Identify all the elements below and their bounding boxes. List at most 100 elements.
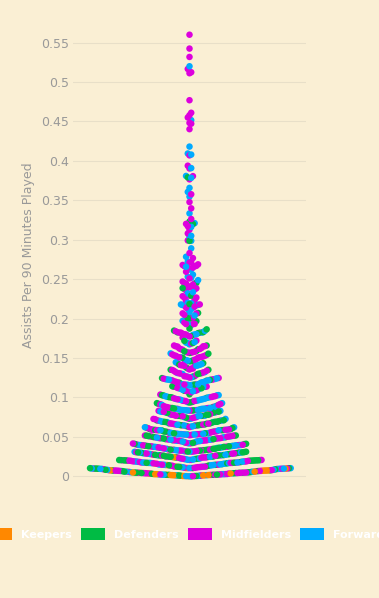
Point (199, 378, 205, 388)
Point (200, 471, 206, 480)
Point (121, 456, 127, 465)
Point (188, 471, 194, 481)
Point (193, 413, 199, 422)
Point (147, 441, 153, 451)
Point (181, 386, 187, 395)
Point (185, 430, 191, 440)
Point (190, 430, 196, 440)
Point (193, 336, 199, 346)
Point (188, 282, 194, 291)
Point (132, 447, 138, 457)
Point (186, 232, 193, 242)
Point (195, 353, 201, 362)
Point (193, 278, 199, 288)
Point (226, 441, 232, 451)
Point (169, 382, 175, 391)
Point (135, 440, 141, 450)
Point (185, 64, 191, 74)
Point (135, 468, 141, 477)
Point (246, 468, 252, 477)
Point (188, 115, 194, 125)
Point (161, 434, 167, 443)
Point (188, 388, 194, 397)
Point (186, 447, 193, 456)
Point (185, 471, 191, 481)
Point (258, 455, 265, 465)
Point (207, 375, 213, 385)
Point (149, 458, 155, 468)
Point (174, 462, 180, 472)
Point (207, 460, 213, 470)
Point (173, 382, 179, 392)
Point (183, 386, 189, 396)
Point (168, 403, 174, 413)
Point (161, 470, 167, 480)
Point (238, 440, 244, 450)
Point (212, 434, 218, 444)
Point (181, 471, 187, 481)
Point (205, 419, 211, 428)
Point (104, 465, 110, 475)
Point (188, 313, 194, 323)
Point (226, 458, 232, 468)
Point (209, 427, 215, 437)
Point (180, 471, 186, 481)
Point (161, 460, 167, 469)
Point (216, 470, 222, 480)
Point (159, 434, 165, 443)
Point (185, 236, 191, 245)
Point (169, 393, 175, 402)
Point (181, 405, 187, 415)
Point (185, 356, 191, 365)
Point (217, 425, 223, 435)
Point (185, 447, 191, 456)
Point (212, 417, 218, 426)
Point (200, 358, 206, 368)
Point (271, 465, 277, 475)
Point (188, 173, 194, 182)
Point (238, 468, 244, 478)
Point (202, 446, 208, 455)
Point (235, 468, 241, 478)
Point (174, 453, 180, 462)
Point (186, 455, 193, 465)
Point (149, 425, 155, 434)
Point (188, 373, 194, 382)
Point (186, 164, 193, 173)
Point (183, 338, 189, 347)
Point (171, 326, 177, 335)
Y-axis label: Assists Per 90 Minutes Played: Assists Per 90 Minutes Played (22, 163, 35, 348)
Point (116, 466, 122, 475)
Point (164, 460, 170, 470)
Point (255, 466, 261, 476)
Point (173, 404, 179, 414)
Point (235, 457, 241, 467)
Point (233, 441, 239, 450)
Point (221, 432, 227, 442)
Point (186, 463, 193, 473)
Point (219, 398, 225, 408)
Point (123, 467, 129, 477)
Point (142, 458, 148, 468)
Point (190, 356, 196, 365)
Point (168, 365, 174, 374)
Point (190, 364, 196, 373)
Point (163, 408, 169, 417)
Point (186, 111, 193, 120)
Point (219, 469, 225, 479)
Point (174, 377, 180, 387)
Point (183, 296, 189, 306)
Point (195, 361, 201, 370)
Point (205, 452, 211, 462)
Point (212, 460, 218, 469)
Point (181, 301, 187, 310)
Point (193, 437, 199, 446)
Point (210, 402, 216, 411)
Point (205, 461, 211, 471)
Point (188, 455, 194, 465)
Point (207, 445, 213, 454)
Point (173, 429, 179, 438)
Point (173, 327, 179, 336)
Point (183, 405, 189, 415)
Point (188, 203, 194, 213)
